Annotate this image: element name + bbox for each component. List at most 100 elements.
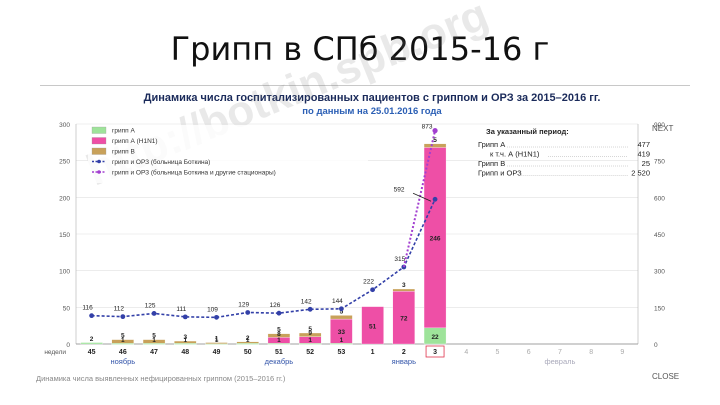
bar-gripp-a xyxy=(174,343,197,345)
bar-gripp-b xyxy=(330,315,353,320)
bar-gripp-b xyxy=(174,340,197,344)
bar-gripp-a xyxy=(80,342,103,345)
y-tick-left: 250 xyxy=(59,159,70,166)
y-tick-left: 200 xyxy=(59,195,70,202)
period-title: За указанный период: xyxy=(486,127,569,136)
bar-gripp-a xyxy=(205,343,228,345)
bar-gripp-a xyxy=(236,343,259,345)
x-tick-label: 52 xyxy=(306,349,314,356)
bar-value-label: 8 xyxy=(277,331,281,338)
bar-value-label: 5 xyxy=(152,333,156,340)
bar-value-label: 5 xyxy=(308,326,312,333)
x-tick-label: 49 xyxy=(213,349,221,356)
x-tick-label: 3 xyxy=(433,349,437,356)
period-item-label: Грипп В xyxy=(478,159,505,168)
line-value-label: 109 xyxy=(207,306,218,313)
bar-value-label: 9 xyxy=(308,330,312,337)
line-value-label: 125 xyxy=(145,302,156,309)
x-tick-label: 53 xyxy=(337,349,345,356)
x-tick-label: 45 xyxy=(88,349,96,356)
line-botkin-point xyxy=(370,287,376,293)
x-tick-label: 47 xyxy=(150,349,158,356)
y-tick-right: 300 xyxy=(654,269,665,276)
y-tick-right: 150 xyxy=(654,305,665,312)
bar-value-label: 1 xyxy=(121,337,125,344)
y-tick-left: 150 xyxy=(59,232,70,239)
y-tick-left: 100 xyxy=(59,269,70,276)
x-axis-label: недели xyxy=(44,349,66,356)
footnote: Динамика числа выявленных нефицированных… xyxy=(36,374,286,383)
line-value-label: 142 xyxy=(301,298,312,305)
line-botkin-point xyxy=(182,314,188,320)
bar-value-label: 1 xyxy=(340,337,344,344)
bar-value-label: 246 xyxy=(430,236,441,243)
line-botkin-point xyxy=(151,311,157,316)
line-value-label: 126 xyxy=(270,302,281,309)
y-tick-right: 750 xyxy=(654,159,665,166)
x-tick-label: 48 xyxy=(181,349,189,356)
chart-subtitle: по данным на 25.01.2016 года xyxy=(302,106,442,117)
bar-gripp-a xyxy=(423,327,447,345)
line-all-hospitals xyxy=(402,130,437,268)
legend-swatch xyxy=(91,126,107,134)
x-tick-label: 7 xyxy=(558,349,562,356)
line-botkin xyxy=(91,198,436,319)
bar-h1n1 xyxy=(392,291,415,345)
bar-h1n1 xyxy=(423,147,447,329)
period-item-value: 419 xyxy=(637,150,650,159)
line-botkin-point xyxy=(432,196,438,202)
slide-title: Грипп в СПб 2015-16 г xyxy=(170,30,550,68)
month-label: декабрь xyxy=(265,357,294,366)
bar-h1n1 xyxy=(299,336,322,344)
bar-value-label: 72 xyxy=(400,316,408,323)
month-label: ноябрь xyxy=(110,357,135,366)
line-value-label: 144 xyxy=(332,298,343,305)
y-tick-left: 50 xyxy=(63,305,71,312)
line-value-label: 111 xyxy=(176,306,186,313)
y-tick-right: 600 xyxy=(654,195,665,202)
month-label: февраль xyxy=(544,357,575,366)
line-botkin-point xyxy=(401,264,407,270)
bar-value-label: 1 xyxy=(183,337,187,344)
bar-value-label: 1 xyxy=(308,337,312,344)
bar-gripp-b xyxy=(236,341,259,344)
annotation-arrow xyxy=(412,192,432,202)
x-tick-label: 51 xyxy=(275,349,283,356)
x-tick-label: 50 xyxy=(244,349,252,356)
bar-gripp-a xyxy=(142,343,166,345)
period-item-value: 2 520 xyxy=(631,169,650,178)
x-tick-label: 4 xyxy=(464,349,468,356)
x-tick-label: 2 xyxy=(402,349,406,356)
bar-value-label: 2 xyxy=(246,335,250,342)
bar-gripp-b xyxy=(392,288,415,292)
bar-value-label: 5 xyxy=(121,333,125,340)
bar-gripp-b xyxy=(267,333,291,338)
bar-value-label: 1 xyxy=(152,337,156,344)
x-tick-label: 8 xyxy=(589,349,593,356)
highlight-week-box xyxy=(425,345,445,358)
line-value-label: 592 xyxy=(394,186,405,193)
line-botkin-point xyxy=(214,314,219,320)
line-botkin-point xyxy=(245,310,251,315)
line-value-label: 315 xyxy=(394,256,405,263)
bar-h1n1 xyxy=(267,337,291,344)
peak-label: 873 xyxy=(422,124,433,131)
line-value-label: 116 xyxy=(82,305,93,312)
line-value-label: 222 xyxy=(363,279,374,286)
x-tick-label: 46 xyxy=(119,349,127,356)
bar-gripp-b xyxy=(299,332,322,337)
y-tick-left: 300 xyxy=(59,122,70,129)
line-value-label: 112 xyxy=(114,306,125,313)
x-tick-label: 1 xyxy=(371,349,375,356)
period-item-label: к т.ч. А (H1N1) xyxy=(490,150,540,159)
next-button[interactable]: NEXT xyxy=(652,124,674,133)
chart-title: Динамика числа госпитализированных пацие… xyxy=(143,92,601,104)
bar-value-label: 3 xyxy=(183,334,187,341)
bar-gripp-a xyxy=(267,343,291,345)
bar-value-label: 33 xyxy=(338,329,346,336)
bar-gripp-b xyxy=(111,339,134,344)
bar-gripp-a xyxy=(330,343,353,345)
close-button[interactable]: CLOSE xyxy=(652,372,680,381)
bar-value-label: 1 xyxy=(215,336,219,343)
line-botkin-point xyxy=(307,306,313,312)
